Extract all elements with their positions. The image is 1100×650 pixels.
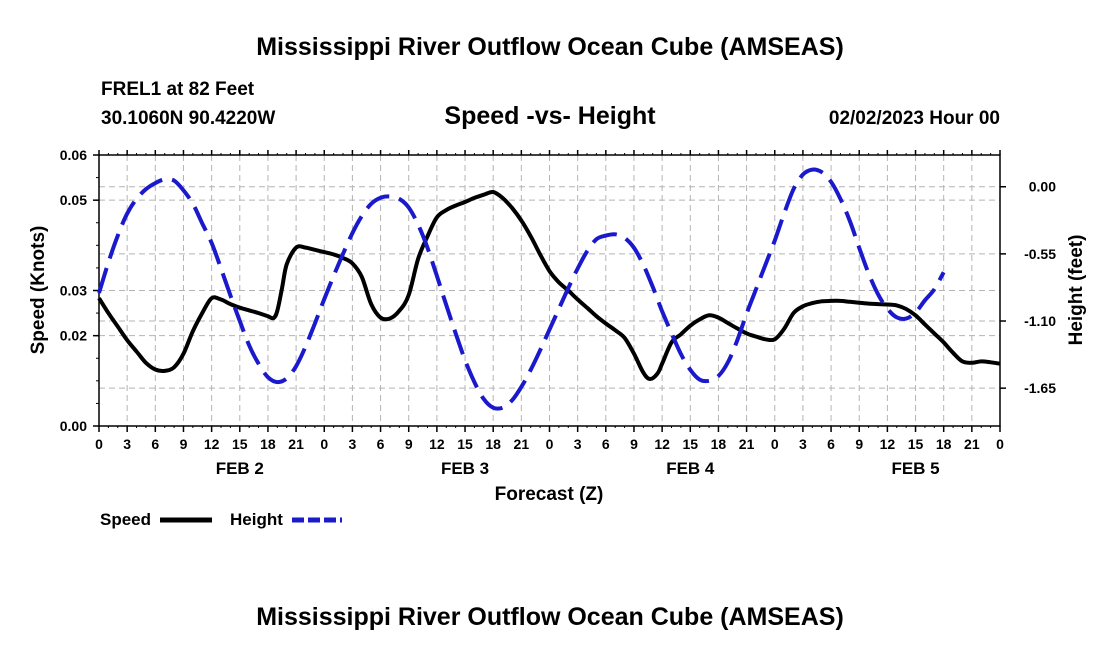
x-tick-label: 12 — [429, 436, 445, 452]
legend-speed-label: Speed — [100, 510, 151, 529]
x-tick-label: 18 — [711, 436, 727, 452]
y-tick-label: 0.02 — [60, 328, 87, 344]
day-label: FEB 2 — [216, 459, 264, 478]
y2-axis-label: Height (feet) — [1066, 235, 1087, 346]
date-label: 02/02/2023 Hour 00 — [829, 108, 1000, 129]
series-line-height — [97, 167, 946, 411]
coordinates-label: 30.1060N 90.4220W — [101, 108, 275, 129]
y-tick-label: 0.05 — [60, 192, 87, 208]
y2-tick-label: -1.65 — [1024, 380, 1056, 396]
x-tick-label: 6 — [827, 436, 835, 452]
day-label: FEB 3 — [441, 459, 489, 478]
x-tick-label: 6 — [602, 436, 610, 452]
x-tick-label: 9 — [405, 436, 413, 452]
legend-height-label: Height — [230, 510, 283, 529]
x-tick-label: 6 — [377, 436, 385, 452]
x-tick-label: 0 — [320, 436, 328, 452]
x-tick-label: 9 — [180, 436, 188, 452]
x-tick-label: 15 — [908, 436, 924, 452]
page-title: Mississippi River Outflow Ocean Cube (AM… — [256, 33, 844, 61]
x-tick-label: 21 — [739, 436, 755, 452]
x-tick-label: 21 — [514, 436, 530, 452]
footer-title: Mississippi River Outflow Ocean Cube (AM… — [256, 603, 844, 631]
day-label: FEB 5 — [891, 459, 939, 478]
series-lines — [97, 167, 1001, 411]
y-tick-label: 0.03 — [60, 283, 87, 299]
x-tick-label: 15 — [232, 436, 248, 452]
y2-tick-label: -0.55 — [1024, 246, 1056, 262]
x-tick-label: 15 — [457, 436, 473, 452]
y-tick-label: 0.00 — [60, 418, 87, 434]
x-tick-label: 6 — [151, 436, 159, 452]
y2-tick-label: 0.00 — [1029, 179, 1056, 195]
x-tick-label: 18 — [936, 436, 952, 452]
x-tick-label: 0 — [771, 436, 779, 452]
x-tick-label: 0 — [95, 436, 103, 452]
axes: 0 3 6 9 12 15 18 21 0 3 6 9 12 15 18 21 0 3 6 9 12 15 18 21 0 3 6 9… — [60, 147, 1056, 478]
x-tick-label: 12 — [880, 436, 896, 452]
y2-tick-label: -1.10 — [1024, 313, 1056, 329]
x-tick-label: 18 — [260, 436, 276, 452]
station-label: FREL1 at 82 Feet — [101, 79, 255, 100]
chart-title: Speed -vs- Height — [444, 102, 656, 130]
y-tick-label: 0.06 — [60, 147, 87, 163]
x-tick-label: 12 — [204, 436, 220, 452]
grid — [99, 155, 1000, 426]
legend: Speed Height — [100, 510, 342, 529]
series-line-speed — [97, 189, 1001, 381]
y-axis-label: Speed (Knots) — [28, 226, 49, 355]
x-tick-label: 3 — [799, 436, 807, 452]
x-tick-label: 3 — [574, 436, 582, 452]
day-label: FEB 4 — [666, 459, 715, 478]
x-tick-label: 18 — [485, 436, 501, 452]
x-tick-label: 0 — [546, 436, 554, 452]
x-tick-label: 9 — [855, 436, 863, 452]
x-tick-label: 15 — [682, 436, 698, 452]
x-tick-label: 21 — [288, 436, 304, 452]
x-tick-label: 3 — [123, 436, 131, 452]
x-tick-label: 3 — [349, 436, 357, 452]
x-axis-label: Forecast (Z) — [495, 484, 604, 505]
x-tick-label: 0 — [996, 436, 1004, 452]
x-tick-label: 21 — [964, 436, 980, 452]
x-tick-label: 12 — [654, 436, 670, 452]
x-tick-label: 9 — [630, 436, 638, 452]
